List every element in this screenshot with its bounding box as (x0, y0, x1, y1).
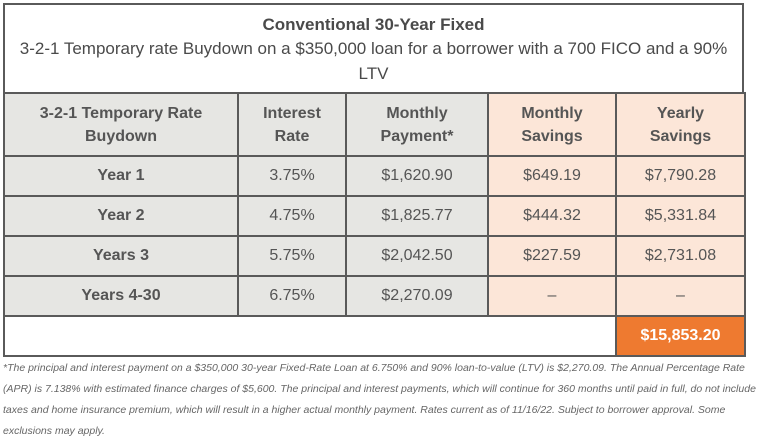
table-row: Year 1 3.75% $1,620.90 $649.19 $7,790.28 (3, 155, 746, 197)
row-label: Years 3 (3, 235, 239, 277)
col-header-yearly-savings: Yearly Savings (615, 92, 746, 157)
table-title-box: Conventional 30-Year Fixed 3-2-1 Tempora… (3, 3, 744, 92)
monthly-payment: $1,620.90 (345, 155, 489, 197)
row-label: Year 2 (3, 195, 239, 237)
col-header-buydown: 3-2-1 Temporary Rate Buydown (3, 92, 239, 157)
table-row: Year 2 4.75% $1,825.77 $444.32 $5,331.84 (3, 195, 746, 237)
interest-rate: 6.75% (237, 275, 347, 317)
monthly-savings: $227.59 (487, 235, 617, 277)
monthly-savings: – (487, 275, 617, 317)
total-row-spacer (3, 315, 616, 357)
table-subtitle: 3-2-1 Temporary rate Buydown on a $350,0… (19, 39, 728, 83)
table-title: Conventional 30-Year Fixed (262, 15, 485, 34)
interest-rate: 5.75% (237, 235, 347, 277)
monthly-payment: $2,042.50 (345, 235, 489, 277)
monthly-payment: $2,270.09 (345, 275, 489, 317)
yearly-savings: $5,331.84 (615, 195, 746, 237)
interest-rate: 4.75% (237, 195, 347, 237)
buydown-table-container: Conventional 30-Year Fixed 3-2-1 Tempora… (3, 3, 746, 357)
monthly-savings: $444.32 (487, 195, 617, 237)
total-row: $15,853.20 (3, 315, 746, 357)
buydown-table: 3-2-1 Temporary Rate Buydown Interest Rate… (3, 92, 746, 357)
total-yearly-savings: $15,853.20 (615, 315, 746, 357)
monthly-payment: $1,825.77 (345, 195, 489, 237)
disclaimer-footnote: *The principal and interest payment on a… (3, 362, 756, 437)
table-row: Years 3 5.75% $2,042.50 $227.59 $2,731.0… (3, 235, 746, 277)
yearly-savings: – (615, 275, 746, 317)
monthly-savings: $649.19 (487, 155, 617, 197)
col-header-monthly-payment: Monthly Payment* (345, 92, 489, 157)
row-label: Years 4-30 (3, 275, 239, 317)
col-header-monthly-savings: Monthly Savings (487, 92, 617, 157)
interest-rate: 3.75% (237, 155, 347, 197)
table-header-row: 3-2-1 Temporary Rate Buydown Interest Rate… (3, 92, 746, 157)
table-row: Years 4-30 6.75% $2,270.09 – – (3, 275, 746, 317)
col-header-interest-rate: Interest Rate (237, 92, 347, 157)
row-label: Year 1 (3, 155, 239, 197)
yearly-savings: $2,731.08 (615, 235, 746, 277)
yearly-savings: $7,790.28 (615, 155, 746, 197)
